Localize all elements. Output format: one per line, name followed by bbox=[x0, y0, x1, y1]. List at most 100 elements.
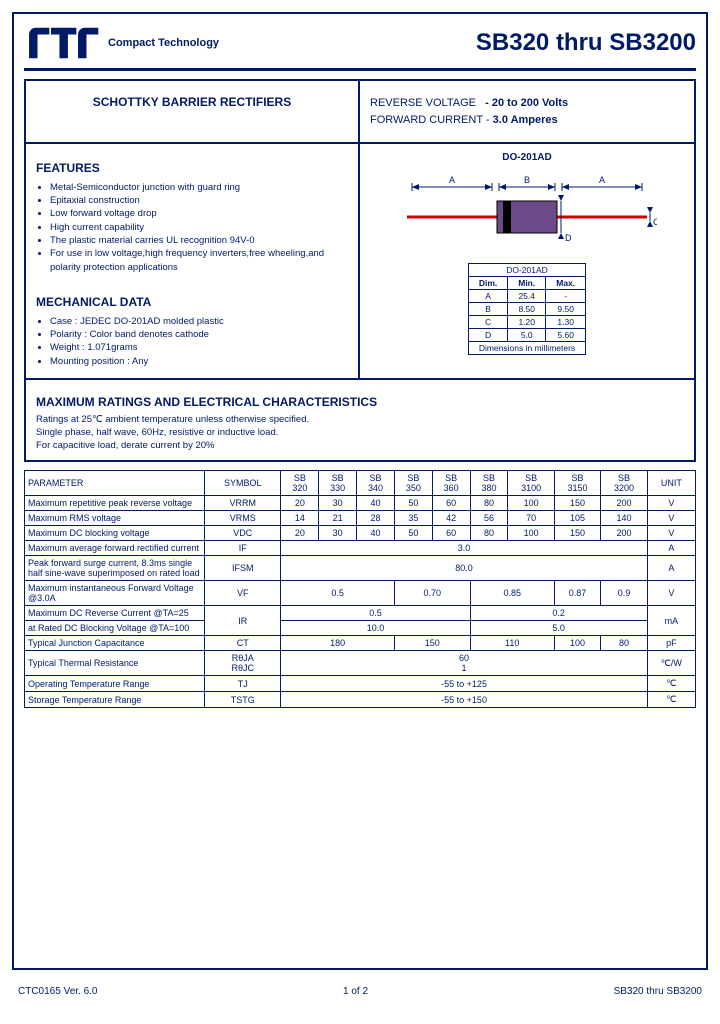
mech-list: Case : JEDEC DO-201AD molded plasticPola… bbox=[36, 315, 348, 368]
list-item: Polarity : Color band denotes cathode bbox=[50, 328, 348, 341]
table-cell: 200 bbox=[601, 496, 647, 511]
table-cell: 100 bbox=[508, 526, 554, 541]
table-cell: 100 bbox=[554, 636, 600, 651]
ratings-heading: MAXIMUM RATINGS AND ELECTRICAL CHARACTER… bbox=[36, 394, 684, 410]
table-cell: A bbox=[647, 556, 695, 581]
page: Compact Technology SB320 thru SB3200 SCH… bbox=[12, 12, 708, 970]
table-cell: 21 bbox=[319, 511, 357, 526]
table-cell: mA bbox=[647, 606, 695, 636]
dim-table-footer: Dimensions in millimeters bbox=[468, 342, 585, 355]
table-cell: Typical Thermal Resistance bbox=[25, 651, 205, 676]
table-cell: RθJARθJC bbox=[205, 651, 281, 676]
dim-cell: - bbox=[546, 290, 586, 303]
table-cell: Maximum average forward rectified curren… bbox=[25, 541, 205, 556]
table-cell: 80 bbox=[470, 496, 508, 511]
footer-right: SB320 thru SB3200 bbox=[614, 986, 702, 997]
dim-col: Dim. bbox=[468, 277, 507, 290]
table-header: SB340 bbox=[357, 471, 395, 496]
table-cell: Maximum repetitive peak reverse voltage bbox=[25, 496, 205, 511]
title-box: SCHOTTKY BARRIER RECTIFIERS REVERSE VOLT… bbox=[24, 79, 696, 144]
list-item: High current capability bbox=[50, 221, 348, 234]
list-item: For use in low voltage,high frequency in… bbox=[50, 247, 348, 274]
table-cell: 80 bbox=[601, 636, 647, 651]
list-item: Epitaxial construction bbox=[50, 194, 348, 207]
table-cell: at Rated DC Blocking Voltage @TA=100 bbox=[25, 621, 205, 636]
table-header: SYMBOL bbox=[205, 471, 281, 496]
dim-cell: 1.20 bbox=[508, 316, 546, 329]
table-cell: 180 bbox=[281, 636, 394, 651]
logo-icon bbox=[24, 24, 100, 62]
rv-label: REVERSE VOLTAGE bbox=[370, 97, 476, 109]
features-heading: FEATURES bbox=[36, 160, 348, 177]
footer-center: 1 of 2 bbox=[343, 986, 368, 997]
table-cell: 56 bbox=[470, 511, 508, 526]
ratings-note-2: Single phase, half wave, 60Hz, resistive… bbox=[36, 427, 684, 440]
table-cell: IR bbox=[205, 606, 281, 636]
table-cell: 150 bbox=[554, 526, 600, 541]
table-cell: ℃ bbox=[647, 676, 695, 692]
dim-cell: A bbox=[468, 290, 507, 303]
table-cell: VF bbox=[205, 581, 281, 606]
list-item: Low forward voltage drop bbox=[50, 207, 348, 220]
table-cell: V bbox=[647, 511, 695, 526]
package-panel: DO-201AD A B bbox=[360, 144, 694, 378]
table-cell: V bbox=[647, 581, 695, 606]
table-cell: 20 bbox=[281, 526, 319, 541]
table-header: UNIT bbox=[647, 471, 695, 496]
table-header: SB350 bbox=[394, 471, 432, 496]
list-item: Mounting position : Any bbox=[50, 355, 348, 368]
table-cell: -55 to +150 bbox=[281, 692, 647, 708]
table-cell: 150 bbox=[554, 496, 600, 511]
table-cell: VRRM bbox=[205, 496, 281, 511]
table-cell: IF bbox=[205, 541, 281, 556]
table-cell: 35 bbox=[394, 511, 432, 526]
list-item: Metal-Semiconductor junction with guard … bbox=[50, 181, 348, 194]
table-cell: Peak forward surge current, 8.3ms single… bbox=[25, 556, 205, 581]
dim-table-title: DO-201AD bbox=[468, 264, 585, 277]
table-header: PARAMETER bbox=[25, 471, 205, 496]
list-item: Case : JEDEC DO-201AD molded plastic bbox=[50, 315, 348, 328]
dimension-table: DO-201AD Dim.Min.Max. A25.4-B8.509.50C1.… bbox=[468, 263, 586, 355]
table-header: SB330 bbox=[319, 471, 357, 496]
table-cell: 5.0 bbox=[470, 621, 647, 636]
svg-text:D: D bbox=[565, 233, 572, 243]
table-cell: 60 bbox=[432, 496, 470, 511]
svg-text:A: A bbox=[599, 175, 605, 185]
table-header: SB320 bbox=[281, 471, 319, 496]
table-cell: 42 bbox=[432, 511, 470, 526]
dim-cell: C bbox=[468, 316, 507, 329]
table-cell: Maximum instantaneous Forward Voltage @3… bbox=[25, 581, 205, 606]
table-cell: Typical Junction Capacitance bbox=[25, 636, 205, 651]
table-cell: 0.85 bbox=[470, 581, 554, 606]
table-cell: V bbox=[647, 526, 695, 541]
table-cell: 40 bbox=[357, 496, 395, 511]
dim-cell: 5.0 bbox=[508, 329, 546, 342]
table-cell: VRMS bbox=[205, 511, 281, 526]
dim-col: Max. bbox=[546, 277, 586, 290]
table-cell: Maximum DC blocking voltage bbox=[25, 526, 205, 541]
table-cell: TSTG bbox=[205, 692, 281, 708]
fc-value: 3.0 Amperes bbox=[493, 114, 558, 126]
table-cell: 0.87 bbox=[554, 581, 600, 606]
table-cell: 50 bbox=[394, 526, 432, 541]
dim-cell: 1.30 bbox=[546, 316, 586, 329]
list-item: The plastic material carries UL recognit… bbox=[50, 234, 348, 247]
dim-cell: B bbox=[468, 303, 507, 316]
table-cell: VDC bbox=[205, 526, 281, 541]
fc-label: FORWARD CURRENT - bbox=[370, 114, 490, 126]
table-cell: 30 bbox=[319, 496, 357, 511]
product-type: SCHOTTKY BARRIER RECTIFIERS bbox=[26, 81, 360, 142]
table-cell: 80.0 bbox=[281, 556, 647, 581]
table-cell: 10.0 bbox=[281, 621, 470, 636]
ratings-table: PARAMETERSYMBOLSB320SB330SB340SB350SB360… bbox=[24, 470, 696, 708]
logo-block: Compact Technology bbox=[24, 24, 219, 62]
table-header: SB3200 bbox=[601, 471, 647, 496]
company-name: Compact Technology bbox=[108, 37, 219, 49]
table-cell: pF bbox=[647, 636, 695, 651]
table-cell: 70 bbox=[508, 511, 554, 526]
table-cell: Maximum DC Reverse Current @TA=25 bbox=[25, 606, 205, 621]
table-cell: V bbox=[647, 496, 695, 511]
table-cell: 14 bbox=[281, 511, 319, 526]
table-cell: Maximum RMS voltage bbox=[25, 511, 205, 526]
footer-left: CTC0165 Ver. 6.0 bbox=[18, 986, 98, 997]
